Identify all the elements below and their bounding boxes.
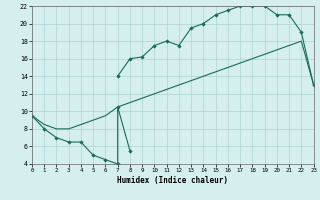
X-axis label: Humidex (Indice chaleur): Humidex (Indice chaleur) bbox=[117, 176, 228, 185]
